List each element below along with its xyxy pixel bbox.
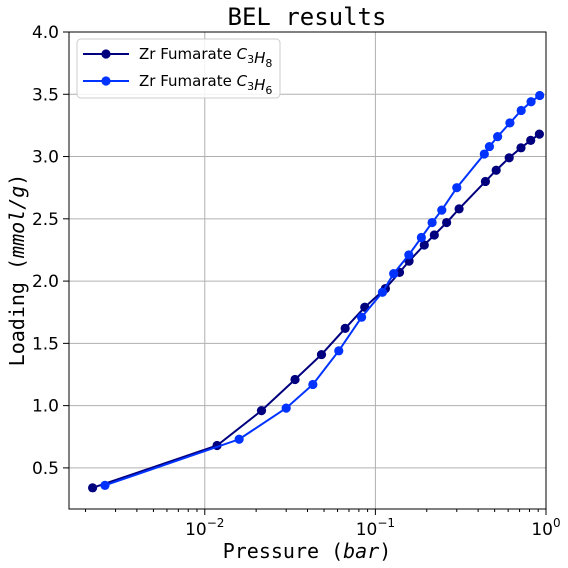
series-2 bbox=[100, 90, 545, 490]
data-point bbox=[340, 323, 350, 334]
legend-element-symbol: H bbox=[254, 76, 265, 94]
plot-area bbox=[88, 90, 545, 493]
data-point bbox=[535, 90, 545, 101]
data-point bbox=[308, 379, 318, 390]
data-point bbox=[419, 240, 429, 250]
data-point bbox=[389, 269, 399, 279]
y-tick-label: 0.5 bbox=[32, 459, 59, 479]
x-axis-label: Pressure (bar) bbox=[223, 539, 392, 563]
data-point bbox=[491, 165, 501, 175]
legend-label: Zr Fumarate C3H6 bbox=[139, 72, 272, 97]
data-point bbox=[516, 105, 526, 116]
data-point bbox=[526, 135, 536, 145]
x-tick-label-base: 10 bbox=[531, 520, 553, 540]
data-point bbox=[493, 132, 503, 142]
x-tick-label-exponent: 0 bbox=[553, 516, 561, 530]
legend-subscript: 6 bbox=[265, 84, 272, 97]
x-tick-label: 10−1 bbox=[356, 516, 395, 540]
data-point bbox=[442, 217, 452, 228]
data-point bbox=[516, 143, 526, 153]
data-point bbox=[484, 141, 495, 152]
y-axis-label: Loading (mmol/g) bbox=[5, 174, 29, 367]
data-point bbox=[256, 406, 267, 416]
legend-subscript: 3 bbox=[247, 53, 254, 66]
data-point bbox=[356, 312, 367, 322]
y-axis-label-prefix: Loading ( bbox=[5, 258, 29, 366]
data-point bbox=[334, 346, 344, 356]
legend-marker bbox=[101, 76, 111, 86]
data-point bbox=[290, 374, 300, 385]
x-axis-label-var: bar bbox=[343, 539, 379, 563]
data-point bbox=[416, 232, 426, 243]
data-point bbox=[88, 483, 98, 493]
x-axis-label-suffix: ) bbox=[379, 539, 391, 563]
data-point bbox=[480, 176, 491, 187]
y-axis-label-var: mmol/g bbox=[5, 186, 29, 259]
data-point bbox=[505, 118, 515, 128]
x-tick-label-base: 10 bbox=[185, 520, 207, 540]
legend-marker bbox=[101, 49, 111, 59]
chart-title: BEL results bbox=[228, 3, 387, 31]
x-tick-label-exponent: −1 bbox=[377, 516, 395, 530]
y-tick-label: 2.0 bbox=[32, 272, 59, 292]
data-point bbox=[100, 480, 110, 490]
data-point bbox=[377, 287, 388, 297]
data-point bbox=[437, 205, 447, 215]
x-tick-label-exponent: −2 bbox=[207, 516, 225, 530]
y-tick-label: 2.5 bbox=[32, 210, 59, 230]
legend-subscript: 8 bbox=[265, 57, 272, 70]
data-point bbox=[427, 217, 437, 228]
data-point bbox=[534, 129, 544, 139]
x-tick-label: 10−2 bbox=[185, 516, 224, 540]
x-tick-label: 100 bbox=[531, 516, 560, 540]
y-tick-label: 4.0 bbox=[32, 23, 59, 43]
legend-item-2: Zr Fumarate C3H6 bbox=[83, 72, 272, 97]
y-tick-label: 3.5 bbox=[32, 85, 59, 105]
data-point bbox=[452, 183, 462, 193]
data-point bbox=[404, 250, 414, 260]
data-point bbox=[454, 204, 464, 214]
legend-label: Zr Fumarate C3H8 bbox=[139, 45, 272, 70]
legend-item-1: Zr Fumarate C3H8 bbox=[83, 45, 272, 70]
data-point bbox=[316, 349, 327, 360]
data-point bbox=[234, 434, 244, 444]
data-point bbox=[479, 149, 489, 159]
series-1 bbox=[88, 129, 544, 493]
x-tick-label-base: 10 bbox=[356, 520, 378, 540]
legend-element-symbol: H bbox=[254, 49, 265, 67]
legend-label-prefix: Zr Fumarate bbox=[139, 45, 237, 63]
legend-element-symbol: C bbox=[237, 72, 248, 90]
legend-element-symbol: C bbox=[237, 45, 248, 63]
y-axis-label-suffix: ) bbox=[5, 174, 29, 186]
y-tick-label: 3.0 bbox=[32, 148, 59, 168]
legend-subscript: 3 bbox=[247, 80, 254, 93]
legend-label-prefix: Zr Fumarate bbox=[139, 72, 237, 90]
data-point bbox=[526, 97, 536, 107]
y-tick-label: 1.5 bbox=[32, 334, 59, 354]
data-point bbox=[281, 403, 291, 413]
x-axis-label-prefix: Pressure ( bbox=[223, 539, 343, 563]
y-tick-label: 1.0 bbox=[32, 397, 59, 417]
data-point bbox=[504, 153, 514, 163]
data-point bbox=[429, 230, 439, 240]
